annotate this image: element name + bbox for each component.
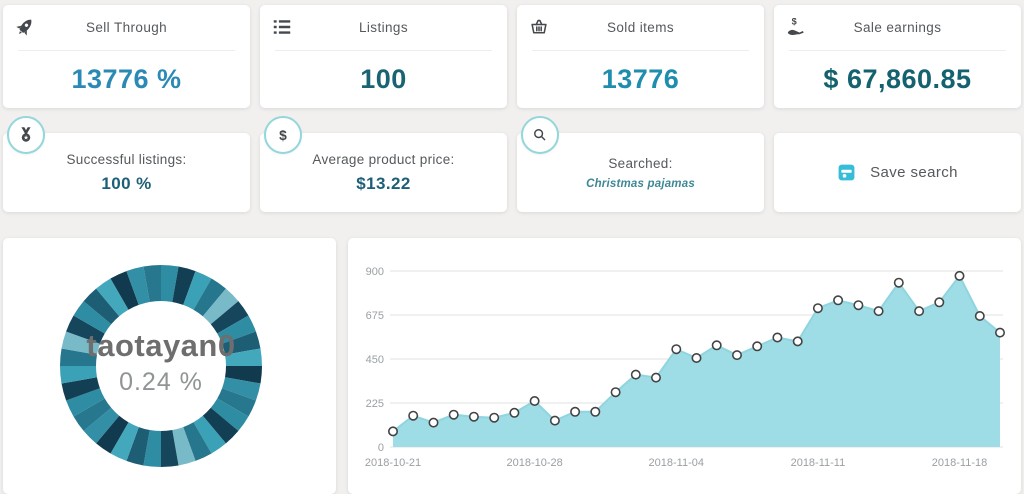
market-share-card: taotayan0 0.24 %	[3, 238, 336, 494]
list-icon	[271, 16, 293, 38]
successful-listings-value: 100 %	[101, 173, 152, 193]
svg-text:675: 675	[366, 310, 384, 322]
save-icon	[837, 163, 856, 182]
market-share-donut[interactable]	[3, 238, 336, 494]
summary-label: Searched:	[608, 155, 673, 171]
stat-label: Listings	[359, 20, 408, 35]
svg-text:2018-10-28: 2018-10-28	[506, 457, 562, 469]
searched-term: Christmas pajamas	[586, 177, 695, 190]
save-search-button[interactable]: Save search	[831, 162, 964, 183]
basket-icon	[528, 16, 550, 38]
medal-icon: ★	[7, 116, 45, 154]
summary-card-average-price: $ Average product price: $13.22	[260, 116, 507, 212]
svg-text:$: $	[792, 17, 797, 27]
summary-card-searched: Searched: Christmas pajamas	[517, 116, 764, 212]
summary-row: ★ Successful listings: 100 % $ Average p…	[3, 116, 1021, 212]
stat-card-sale-earnings: $ Sale earnings $ 67,860.85	[774, 5, 1021, 108]
save-search-label: Save search	[870, 164, 958, 181]
svg-text:2018-11-11: 2018-11-11	[791, 457, 846, 469]
svg-text:0: 0	[378, 442, 384, 454]
svg-text:$: $	[279, 128, 287, 143]
sales-chart-card: 0 225 450 675 900 2018-10-21 2018-10-28 2018-11…	[348, 238, 1021, 494]
stats-row: Sell Through 13776 % Listings 100 Sold i…	[3, 5, 1021, 108]
sale-earnings-value: $ 67,860.85	[823, 64, 972, 94]
stat-label: Sell Through	[85, 20, 168, 35]
svg-text:2018-11-04: 2018-11-04	[649, 457, 704, 469]
stat-label: Sale earnings	[853, 20, 942, 35]
rocket-icon	[14, 16, 36, 38]
sell-through-value: 13776 %	[71, 64, 182, 94]
search-icon	[521, 116, 559, 154]
stat-card-sell-through: Sell Through 13776 %	[3, 5, 250, 108]
svg-text:900: 900	[366, 266, 384, 278]
summary-card-save-search: Save search	[774, 133, 1021, 212]
svg-text:2018-11-18: 2018-11-18	[932, 457, 987, 469]
svg-text:225: 225	[366, 398, 384, 410]
listings-value: 100	[360, 64, 407, 94]
average-price-value: $13.22	[356, 173, 411, 193]
seller-name: taotayan0	[86, 328, 236, 363]
svg-text:450: 450	[366, 354, 384, 366]
stat-label: Sold items	[606, 20, 675, 35]
svg-text:2018-10-21: 2018-10-21	[365, 457, 421, 469]
stat-card-sold-items: Sold items 13776	[517, 5, 764, 108]
sold-items-value: 13776	[601, 64, 680, 94]
summary-card-successful-listings: ★ Successful listings: 100 %	[3, 116, 250, 212]
donut-center: taotayan0 0.24 %	[31, 328, 291, 397]
seller-share: 0.24 %	[119, 368, 203, 396]
sales-area-chart[interactable]: 0 225 450 675 900 2018-10-21 2018-10-28 2018-11…	[348, 238, 1021, 494]
svg-text:★: ★	[23, 135, 28, 142]
money-hand-icon: $	[785, 16, 807, 38]
summary-label: Successful listings:	[66, 151, 187, 167]
stat-card-listings: Listings 100	[260, 5, 507, 108]
dollar-icon: $	[264, 116, 302, 154]
summary-label: Average product price:	[312, 151, 455, 167]
